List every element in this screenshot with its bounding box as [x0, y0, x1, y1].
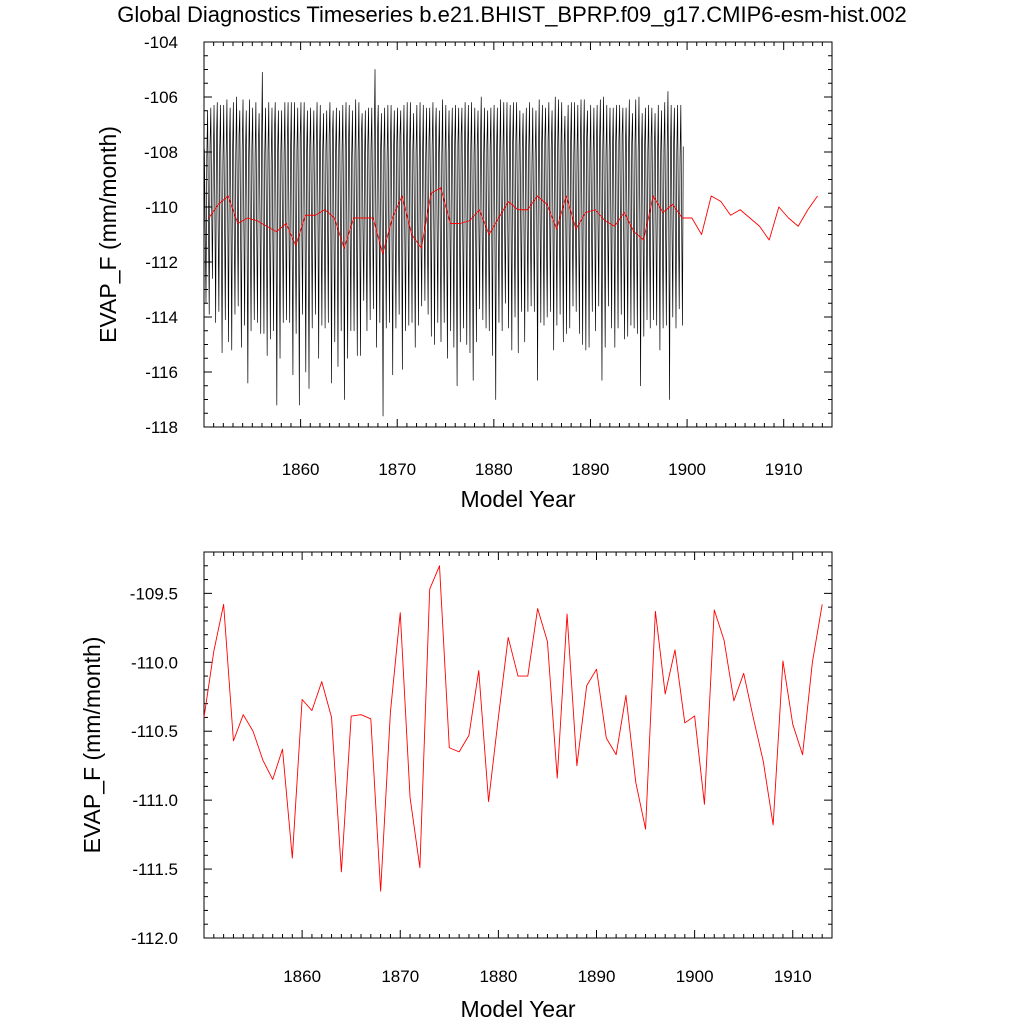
plot-frame — [203, 551, 833, 939]
x-tick-label: 1880 — [479, 967, 517, 986]
x-tick-label: 1860 — [282, 460, 320, 479]
chart-panel-2: 1860 1870 1880 1890 1900 1910 -109.5 -110.0 -110… — [79, 551, 833, 1022]
y-tick-label: -108 — [144, 143, 178, 162]
x-tick-label: 1870 — [378, 460, 416, 479]
annual-series-line — [208, 187, 818, 255]
x-tick-label: 1910 — [774, 967, 812, 986]
x-axis-label: Model Year — [460, 486, 575, 512]
y-tick-label: -112 — [145, 253, 178, 272]
x-tick-label: 1890 — [578, 967, 616, 986]
y-tick-label: -104 — [144, 33, 178, 52]
y-tick-label: -111.0 — [132, 791, 178, 810]
plot-frame — [203, 41, 833, 428]
y-tick-label: -118 — [145, 418, 178, 437]
x-tick-label: 1860 — [283, 967, 321, 986]
y-tick-label: -106 — [144, 88, 178, 107]
x-tick-label: 1870 — [381, 967, 419, 986]
chart-panel-1: 1860 1870 1880 1890 1900 1910 -104 -106 -108 -110… — [95, 33, 833, 512]
x-tick-label: 1910 — [765, 460, 803, 479]
x-tick-label: 1900 — [668, 460, 706, 479]
y-tick-label: -110 — [145, 198, 178, 217]
x-axis-label: Model Year — [460, 996, 575, 1022]
page-title: Global Diagnostics Timeseries b.e21.BHIS… — [117, 2, 907, 27]
x-tick-label: 1890 — [572, 460, 610, 479]
y-tick-label: -110.5 — [131, 722, 178, 741]
y-axis-label: EVAP_F (mm/month) — [95, 126, 121, 343]
y-tick-label: -109.5 — [130, 584, 178, 603]
y-tick-label: -111.5 — [132, 860, 178, 879]
y-tick-label: -116 — [145, 363, 178, 382]
y-axis-label: EVAP_F (mm/month) — [79, 637, 105, 854]
y-tick-label: -114 — [145, 308, 178, 327]
x-tick-label: 1880 — [475, 460, 513, 479]
annual-series-line — [203, 565, 823, 892]
x-tick-label: 1900 — [676, 967, 714, 986]
monthly-series-line — [204, 69, 684, 417]
y-tick-label: -112.0 — [131, 929, 178, 948]
y-tick-label: -110.0 — [131, 653, 178, 672]
